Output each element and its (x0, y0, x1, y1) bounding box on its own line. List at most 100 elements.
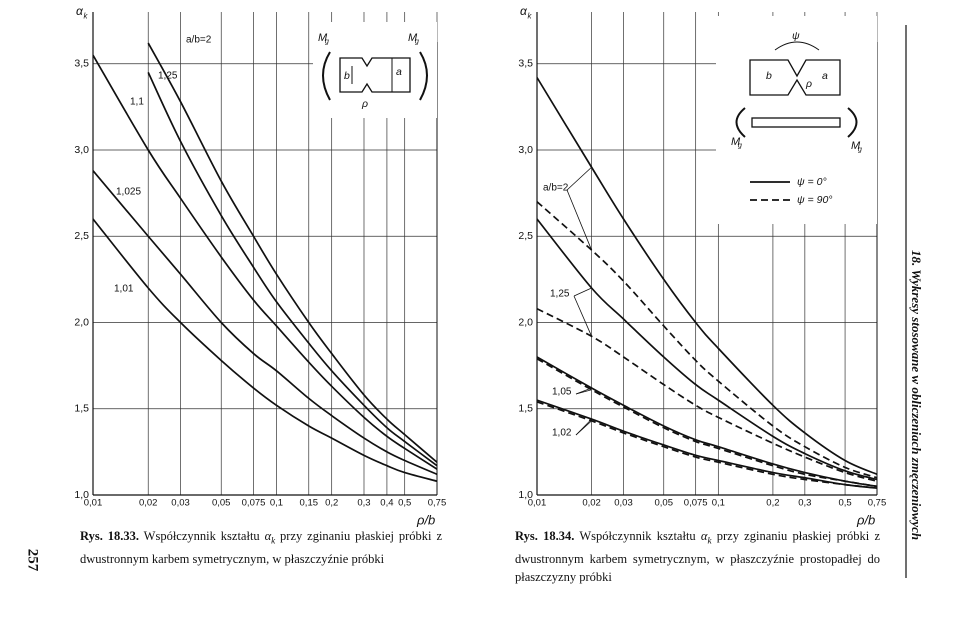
x-tick-label: 0,2 (325, 498, 338, 509)
curve-label: 1,01 (114, 284, 134, 295)
x-tick-label: 0,15 (300, 498, 319, 509)
curve (537, 399, 877, 489)
angle-label: ψ (792, 30, 800, 42)
y-tick-label: 2,5 (518, 230, 533, 242)
curve (537, 77, 877, 476)
x-tick-label: 0,1 (712, 498, 725, 509)
curve (147, 42, 437, 463)
y-tick-label: 3,5 (518, 58, 533, 70)
y-tick-label: 3,0 (74, 144, 89, 156)
curve-label: 1,1 (130, 97, 144, 108)
dim-label: b (344, 70, 350, 82)
y-tick-label: 2,5 (74, 230, 89, 242)
curve (537, 201, 877, 479)
leader (575, 420, 592, 436)
specimen (339, 57, 411, 93)
dim-label: a (822, 70, 828, 82)
moment-label: Mg (318, 32, 329, 46)
moment-arrow (735, 107, 746, 138)
y-tick-label: 3,0 (518, 144, 533, 156)
y-tick-label: 1,5 (74, 403, 89, 415)
y-tick-label: 1,0 (518, 489, 533, 501)
curve-label: 1,25 (158, 71, 178, 82)
x-tick-label: 0,1 (270, 498, 283, 509)
x-tick-label: 0,075 (684, 498, 708, 509)
y-axis-label-sub: k (83, 11, 88, 20)
moment-label: Mg (851, 140, 862, 154)
leader (573, 287, 592, 297)
moment-label: Mg (408, 32, 419, 46)
x-tick-label: 0,4 (380, 498, 393, 509)
caption-text: przy zginaniu płaskiej próbki z dwustron… (80, 529, 442, 566)
curve-label: 1,02 (552, 428, 572, 439)
dim-label: ρ (361, 98, 368, 110)
moment-arrow (419, 51, 428, 101)
inset-panel (313, 22, 437, 118)
x-tick-label: 0,75 (428, 498, 447, 509)
x-tick-label: 0,05 (212, 498, 231, 509)
caption-subscript: k (271, 535, 276, 546)
specimen-edge (751, 117, 841, 128)
y-tick-label: 3,5 (74, 58, 89, 70)
curve (537, 401, 877, 489)
moment-label-sub: g (738, 142, 742, 150)
x-tick-label: 0,05 (654, 498, 673, 509)
curve-label: 1,025 (116, 187, 141, 198)
legend-label: ψ = 0° (797, 176, 827, 188)
leader (575, 389, 592, 395)
y-tick-label: 1,5 (518, 403, 533, 415)
y-tick-label: 2,0 (74, 316, 89, 328)
x-tick-label: 0,01 (528, 498, 547, 509)
y-axis-label-main: α (76, 4, 84, 18)
legend-label: ψ = 90° (797, 194, 832, 206)
x-tick-label: 0,2 (766, 498, 779, 509)
leader (566, 189, 592, 251)
x-tick-label: 0,3 (798, 498, 811, 509)
curve (537, 357, 877, 488)
curve-label: 1,25 (550, 289, 570, 300)
moment-arrow (322, 51, 331, 101)
dim-label: ρ (805, 78, 812, 90)
curve (537, 218, 877, 481)
caption-text: przy zginaniu płaskiej próbki z dwustron… (515, 529, 881, 584)
curve (537, 307, 877, 483)
moment-label-main: M (318, 32, 328, 44)
caption-number: Rys. 18.33. (80, 529, 139, 543)
x-axis-label: ρ/b (416, 512, 435, 527)
x-axis-label: ρ/b (856, 512, 875, 527)
curve (93, 54, 437, 470)
moment-label: Mg (731, 136, 742, 150)
moment-label-sub: g (415, 38, 419, 46)
y-tick-label: 1,0 (74, 489, 89, 501)
x-tick-label: 0,75 (868, 498, 887, 509)
x-tick-label: 0,5 (838, 498, 851, 509)
caption: Rys. 18.33. Współczynnik kształtu αk prz… (80, 527, 442, 568)
running-header: 18. Wykresy stosowane w obliczeniach zmę… (909, 250, 924, 540)
x-tick-label: 0,5 (398, 498, 411, 509)
curve (93, 218, 437, 483)
caption: Rys. 18.34. Współczynnik kształtu αk prz… (515, 527, 880, 586)
curve (93, 170, 437, 476)
leader (573, 295, 592, 337)
dim-label: b (766, 70, 772, 82)
curve (537, 356, 877, 488)
moment-label-sub: g (325, 38, 329, 46)
moment-label-main: M (731, 136, 741, 148)
y-tick-label: 2,0 (518, 316, 533, 328)
caption-text: Współczynnik kształtu (579, 529, 696, 543)
leader (566, 166, 592, 191)
dim-label: a (396, 66, 402, 78)
caption-symbol: α (700, 529, 708, 543)
curve-label: a/b=2 (543, 183, 569, 194)
x-tick-label: 0,03 (171, 498, 190, 509)
x-tick-label: 0,02 (139, 498, 158, 509)
moment-label-sub: g (858, 146, 862, 154)
curve-label: 1,05 (552, 387, 572, 398)
curve (147, 72, 437, 467)
caption-subscript: k (707, 535, 712, 546)
moment-arrow (847, 107, 858, 138)
specimen (749, 59, 841, 96)
